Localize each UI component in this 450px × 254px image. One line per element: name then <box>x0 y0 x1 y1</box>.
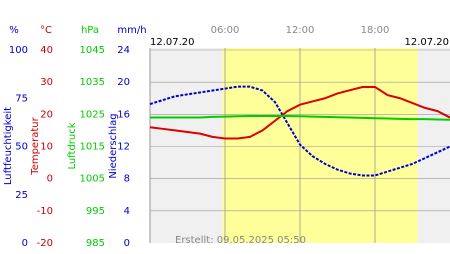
y-tick-label: 10 <box>40 142 53 153</box>
axis-unit: °C <box>40 25 52 36</box>
axis-title: Luftdruck <box>67 122 78 169</box>
date-right: 12.07.20 <box>404 37 449 48</box>
x-tick-label: 18:00 <box>361 25 390 36</box>
footer: Erstellt: 09.05.2025 05:50 <box>175 235 306 246</box>
axis-unit: mm/h <box>117 25 146 36</box>
y-tick-label: 1025 <box>80 109 105 120</box>
daylight-band <box>222 48 418 243</box>
axis-title: Niederschlag <box>108 113 119 178</box>
y-tick-label: 50 <box>15 142 28 153</box>
y-tick-label: 8 <box>124 174 130 185</box>
x-tick-label: 12:00 <box>286 25 315 36</box>
y-tick-label: 20 <box>40 109 53 120</box>
date-left: 12.07.20 <box>150 37 195 48</box>
y-tick-label: 40 <box>40 45 53 56</box>
axis-unit: % <box>9 25 19 36</box>
y-tick-label: 1005 <box>80 174 105 185</box>
y-tick-label: 16 <box>117 109 130 120</box>
series-line <box>149 85 450 140</box>
y-tick-label: 100 <box>9 45 28 56</box>
y-tick-label: 0 <box>47 174 53 185</box>
axis-unit: hPa <box>81 25 99 36</box>
y-tick-label: 20 <box>117 77 130 88</box>
series-line <box>149 85 450 177</box>
y-tick-label: 995 <box>86 206 105 217</box>
y-tick-label: 4 <box>124 206 130 217</box>
y-tick-label: 75 <box>15 93 28 104</box>
y-tick-label: -20 <box>37 238 53 249</box>
y-tick-label: 1015 <box>80 142 105 153</box>
y-tick-label: 985 <box>86 238 105 249</box>
x-tick-label: 06:00 <box>211 25 240 36</box>
series-line <box>150 114 450 121</box>
y-tick-label: 1045 <box>80 45 105 56</box>
y-tick-label: 0 <box>22 238 28 249</box>
axis-title: Temperatur <box>30 116 41 175</box>
y-tick-label: 1035 <box>80 77 105 88</box>
y-tick-label: 25 <box>15 190 28 201</box>
y-tick-label: 0 <box>124 238 130 249</box>
axis-title: Luftfeuchtigkeit <box>3 107 14 185</box>
y-tick-label: 30 <box>40 77 53 88</box>
y-tick-label: 24 <box>117 45 130 56</box>
y-tick-label: 12 <box>117 142 130 153</box>
y-tick-label: -10 <box>37 206 53 217</box>
